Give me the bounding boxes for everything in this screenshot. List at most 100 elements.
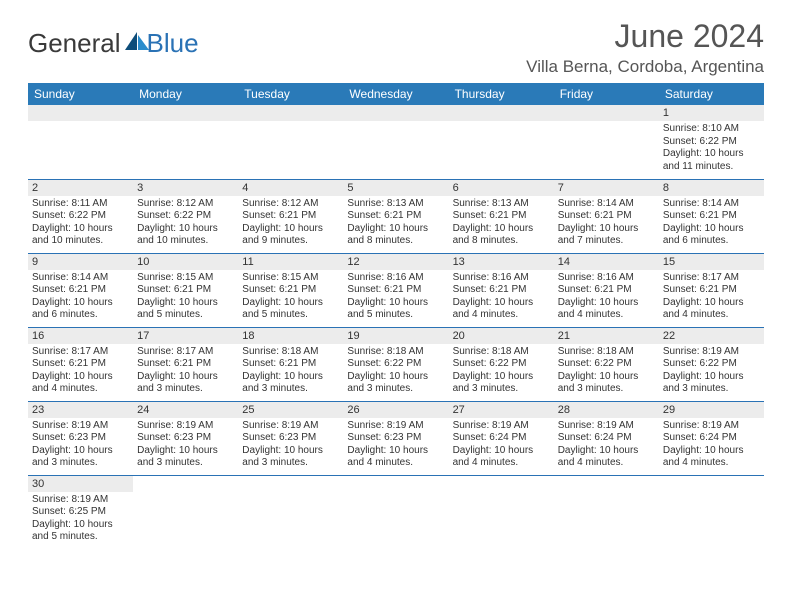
- sunset-text: Sunset: 6:21 PM: [347, 210, 444, 223]
- calendar-cell: [133, 475, 238, 549]
- calendar-week: 2Sunrise: 8:11 AMSunset: 6:22 PMDaylight…: [28, 179, 764, 253]
- daylight-text: Daylight: 10 hours and 6 minutes.: [32, 297, 129, 322]
- calendar-cell: [343, 105, 448, 179]
- sunrise-text: Sunrise: 8:14 AM: [663, 198, 760, 211]
- calendar-cell: [343, 475, 448, 549]
- daylight-text: Daylight: 10 hours and 4 minutes.: [32, 371, 129, 396]
- sunrise-text: Sunrise: 8:16 AM: [453, 272, 550, 285]
- sunset-text: Sunset: 6:22 PM: [347, 358, 444, 371]
- month-title: June 2024: [526, 18, 764, 55]
- day-details: Sunrise: 8:14 AMSunset: 6:21 PMDaylight:…: [28, 270, 133, 324]
- calendar-cell: 25Sunrise: 8:19 AMSunset: 6:23 PMDayligh…: [238, 401, 343, 475]
- sunset-text: Sunset: 6:22 PM: [453, 358, 550, 371]
- sunrise-text: Sunrise: 8:13 AM: [347, 198, 444, 211]
- sunset-text: Sunset: 6:24 PM: [453, 432, 550, 445]
- daylight-text: Daylight: 10 hours and 5 minutes.: [242, 297, 339, 322]
- dayname: Sunday: [28, 83, 133, 105]
- daylight-text: Daylight: 10 hours and 3 minutes.: [242, 445, 339, 470]
- sunrise-text: Sunrise: 8:17 AM: [663, 272, 760, 285]
- day-number: 8: [659, 180, 764, 196]
- dayname: Friday: [554, 83, 659, 105]
- day-details: Sunrise: 8:17 AMSunset: 6:21 PMDaylight:…: [28, 344, 133, 398]
- calendar-cell: 21Sunrise: 8:18 AMSunset: 6:22 PMDayligh…: [554, 327, 659, 401]
- day-details: Sunrise: 8:16 AMSunset: 6:21 PMDaylight:…: [343, 270, 448, 324]
- calendar-cell: 18Sunrise: 8:18 AMSunset: 6:21 PMDayligh…: [238, 327, 343, 401]
- day-details: Sunrise: 8:19 AMSunset: 6:24 PMDaylight:…: [554, 418, 659, 472]
- day-details: Sunrise: 8:13 AMSunset: 6:21 PMDaylight:…: [449, 196, 554, 250]
- calendar-cell: [238, 475, 343, 549]
- sunset-text: Sunset: 6:21 PM: [558, 210, 655, 223]
- sunset-text: Sunset: 6:24 PM: [663, 432, 760, 445]
- day-number: 3: [133, 180, 238, 196]
- day-number: 2: [28, 180, 133, 196]
- sunrise-text: Sunrise: 8:12 AM: [242, 198, 339, 211]
- day-details: Sunrise: 8:19 AMSunset: 6:23 PMDaylight:…: [238, 418, 343, 472]
- sunset-text: Sunset: 6:23 PM: [137, 432, 234, 445]
- day-number: 4: [238, 180, 343, 196]
- sunrise-text: Sunrise: 8:19 AM: [32, 420, 129, 433]
- daylight-text: Daylight: 10 hours and 11 minutes.: [663, 148, 760, 173]
- calendar-cell: 13Sunrise: 8:16 AMSunset: 6:21 PMDayligh…: [449, 253, 554, 327]
- daylight-text: Daylight: 10 hours and 10 minutes.: [137, 223, 234, 248]
- day-number: 28: [554, 402, 659, 418]
- day-details: Sunrise: 8:19 AMSunset: 6:24 PMDaylight:…: [449, 418, 554, 472]
- calendar-cell: 16Sunrise: 8:17 AMSunset: 6:21 PMDayligh…: [28, 327, 133, 401]
- sunset-text: Sunset: 6:21 PM: [242, 210, 339, 223]
- calendar-cell: 7Sunrise: 8:14 AMSunset: 6:21 PMDaylight…: [554, 179, 659, 253]
- calendar-cell: [554, 475, 659, 549]
- day-number: 6: [449, 180, 554, 196]
- daylight-text: Daylight: 10 hours and 3 minutes.: [663, 371, 760, 396]
- sunrise-text: Sunrise: 8:13 AM: [453, 198, 550, 211]
- daylight-text: Daylight: 10 hours and 3 minutes.: [347, 371, 444, 396]
- sunrise-text: Sunrise: 8:14 AM: [558, 198, 655, 211]
- sunrise-text: Sunrise: 8:14 AM: [32, 272, 129, 285]
- logo: General Blue: [28, 28, 199, 59]
- calendar-cell: 9Sunrise: 8:14 AMSunset: 6:21 PMDaylight…: [28, 253, 133, 327]
- day-details: Sunrise: 8:19 AMSunset: 6:24 PMDaylight:…: [659, 418, 764, 472]
- sunrise-text: Sunrise: 8:15 AM: [137, 272, 234, 285]
- daylight-text: Daylight: 10 hours and 8 minutes.: [347, 223, 444, 248]
- sunset-text: Sunset: 6:21 PM: [347, 284, 444, 297]
- calendar-week: 23Sunrise: 8:19 AMSunset: 6:23 PMDayligh…: [28, 401, 764, 475]
- calendar-cell: 14Sunrise: 8:16 AMSunset: 6:21 PMDayligh…: [554, 253, 659, 327]
- sunset-text: Sunset: 6:24 PM: [558, 432, 655, 445]
- calendar-cell: 2Sunrise: 8:11 AMSunset: 6:22 PMDaylight…: [28, 179, 133, 253]
- location: Villa Berna, Cordoba, Argentina: [526, 57, 764, 77]
- day-number: 23: [28, 402, 133, 418]
- daylight-text: Daylight: 10 hours and 4 minutes.: [558, 297, 655, 322]
- sunrise-text: Sunrise: 8:17 AM: [32, 346, 129, 359]
- daylight-text: Daylight: 10 hours and 3 minutes.: [242, 371, 339, 396]
- sunrise-text: Sunrise: 8:12 AM: [137, 198, 234, 211]
- calendar-table: Sunday Monday Tuesday Wednesday Thursday…: [28, 83, 764, 549]
- calendar-cell: [449, 475, 554, 549]
- day-details: Sunrise: 8:18 AMSunset: 6:22 PMDaylight:…: [554, 344, 659, 398]
- sunrise-text: Sunrise: 8:18 AM: [347, 346, 444, 359]
- sunset-text: Sunset: 6:22 PM: [663, 136, 760, 149]
- daylight-text: Daylight: 10 hours and 9 minutes.: [242, 223, 339, 248]
- day-number: 17: [133, 328, 238, 344]
- calendar-cell: 28Sunrise: 8:19 AMSunset: 6:24 PMDayligh…: [554, 401, 659, 475]
- day-details: Sunrise: 8:15 AMSunset: 6:21 PMDaylight:…: [133, 270, 238, 324]
- day-number: 20: [449, 328, 554, 344]
- calendar-cell: 8Sunrise: 8:14 AMSunset: 6:21 PMDaylight…: [659, 179, 764, 253]
- logo-text-blue: Blue: [147, 28, 199, 59]
- day-number: 16: [28, 328, 133, 344]
- sunrise-text: Sunrise: 8:19 AM: [137, 420, 234, 433]
- sunrise-text: Sunrise: 8:19 AM: [558, 420, 655, 433]
- calendar-week: 1Sunrise: 8:10 AMSunset: 6:22 PMDaylight…: [28, 105, 764, 179]
- day-number: 22: [659, 328, 764, 344]
- sunset-text: Sunset: 6:23 PM: [32, 432, 129, 445]
- dayname: Monday: [133, 83, 238, 105]
- daylight-text: Daylight: 10 hours and 4 minutes.: [453, 445, 550, 470]
- day-details: Sunrise: 8:10 AMSunset: 6:22 PMDaylight:…: [659, 121, 764, 175]
- calendar-cell: [133, 105, 238, 179]
- daylight-text: Daylight: 10 hours and 10 minutes.: [32, 223, 129, 248]
- day-details: Sunrise: 8:17 AMSunset: 6:21 PMDaylight:…: [659, 270, 764, 324]
- sunset-text: Sunset: 6:21 PM: [663, 284, 760, 297]
- day-number: 5: [343, 180, 448, 196]
- calendar-cell: 26Sunrise: 8:19 AMSunset: 6:23 PMDayligh…: [343, 401, 448, 475]
- sunrise-text: Sunrise: 8:19 AM: [347, 420, 444, 433]
- calendar-cell: 29Sunrise: 8:19 AMSunset: 6:24 PMDayligh…: [659, 401, 764, 475]
- daylight-text: Daylight: 10 hours and 3 minutes.: [137, 371, 234, 396]
- day-details: Sunrise: 8:11 AMSunset: 6:22 PMDaylight:…: [28, 196, 133, 250]
